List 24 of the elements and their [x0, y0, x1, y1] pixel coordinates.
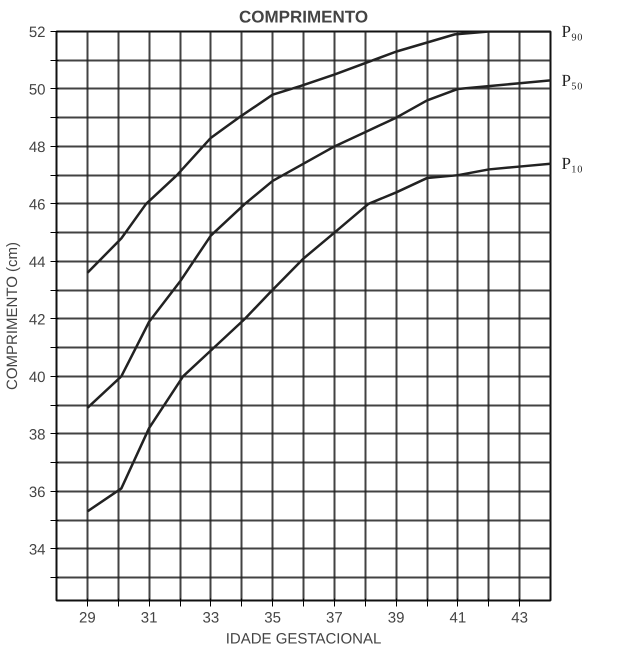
y-tick-label: 36 [28, 484, 46, 501]
y-tick-label: 46 [28, 196, 46, 214]
x-tick-label: 35 [264, 610, 281, 626]
x-tick-label: 37 [326, 610, 343, 626]
y-tick-label: 44 [28, 254, 46, 271]
y-tick-label: 52 [28, 24, 46, 41]
x-tick-label: 33 [202, 610, 220, 626]
y-tick-label: 50 [28, 81, 46, 98]
x-tick-label: 39 [388, 610, 404, 626]
x-tick-label: 41 [450, 610, 466, 626]
y-tick-label: 48 [28, 138, 46, 156]
x-tick-label: 43 [511, 610, 528, 626]
y-tick-label: 40 [28, 368, 46, 386]
y-tick-label: 42 [28, 311, 46, 328]
y-axis-title: COMPRIMENTO (cm) [4, 242, 21, 390]
y-tick-label: 38 [28, 426, 46, 444]
series-label: P₉₀ [562, 22, 583, 41]
chart-title: COMPRIMENTO [238, 8, 368, 26]
x-axis-title: IDADE GESTACIONAL [226, 630, 382, 648]
series-label: P₁₀ [562, 154, 583, 174]
x-tick-label: 29 [79, 610, 96, 626]
series-label: P₅₀ [562, 70, 583, 90]
y-tick-label: 34 [28, 541, 46, 558]
x-tick-label: 31 [140, 610, 158, 626]
